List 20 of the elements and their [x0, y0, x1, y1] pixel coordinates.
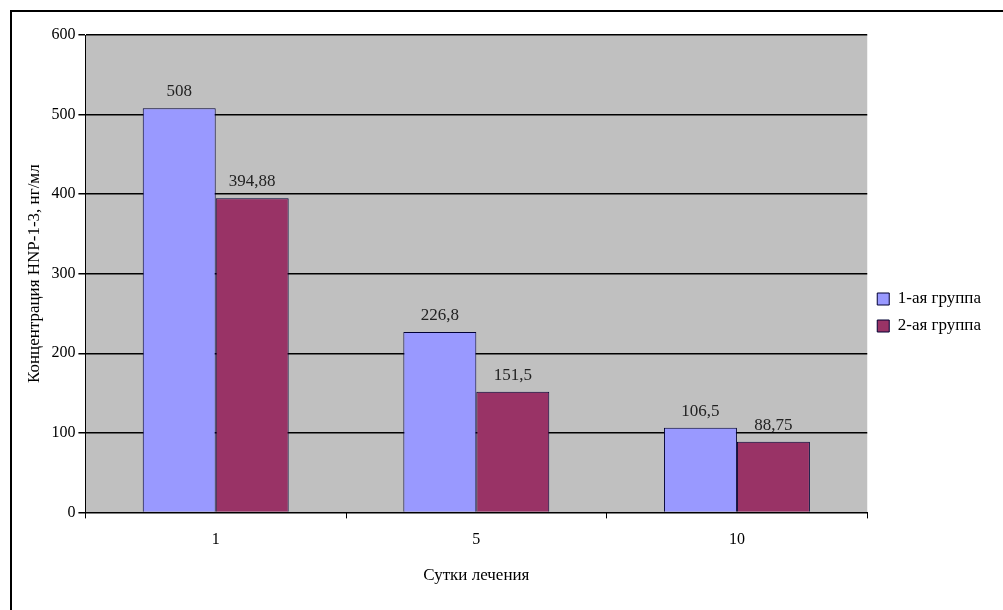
data-label: 508 [166, 81, 192, 101]
data-label: 226,8 [420, 304, 459, 324]
x-tick-label: 10 [728, 530, 745, 548]
y-tick-label: 300 [51, 263, 76, 281]
legend-label: 2-ая группа [897, 315, 982, 335]
y-axis-title: Концентрация HNP-1-3, нг/мл [23, 163, 43, 384]
y-tick-label: 100 [51, 423, 76, 441]
x-tick-label: 1 [211, 530, 220, 548]
x-axis-title: Сутки лечения [423, 565, 530, 585]
data-label: 88,75 [754, 414, 793, 434]
y-tick-label: 600 [51, 25, 76, 43]
data-label: 106,5 [681, 400, 720, 420]
legend-label: 1-ая группа [897, 288, 982, 308]
y-tick-label: 500 [51, 104, 76, 122]
y-tick-label: 400 [51, 184, 76, 202]
y-tick-label: 0 [67, 502, 76, 520]
x-tick-label: 5 [472, 530, 481, 548]
data-label: 151,5 [493, 364, 532, 384]
y-tick-label: 200 [51, 343, 76, 361]
data-label: 394,88 [228, 171, 276, 191]
